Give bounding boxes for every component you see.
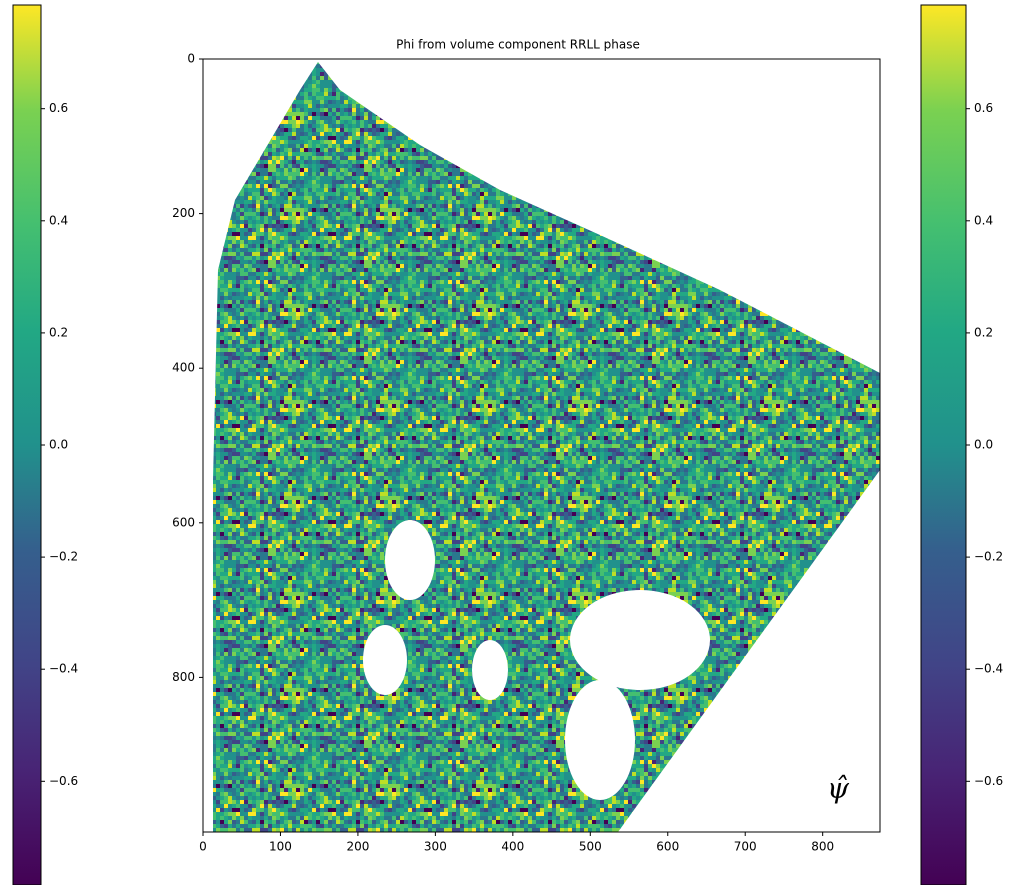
y-tick-label: 600: [172, 515, 195, 529]
y-tick-label: 200: [172, 206, 195, 220]
colorbar-tick-label: −0.2: [974, 550, 1003, 564]
colorbar-tick-label: 0.2: [49, 325, 68, 339]
x-tick-label: 700: [734, 840, 757, 854]
chart-title: Phi from volume component RRLL phase: [396, 38, 640, 52]
image-gap: [570, 590, 710, 690]
y-tick-label: 0: [187, 52, 195, 66]
x-tick-label: 200: [346, 840, 369, 854]
x-tick-label: 300: [424, 840, 447, 854]
image-texture: [213, 62, 880, 832]
colorbar-tick-label: −0.4: [974, 662, 1003, 676]
image-gap: [363, 625, 407, 695]
colorbar-tick-label: 0.4: [974, 213, 993, 227]
image: [213, 62, 880, 832]
colorbar-tick-label: 0.2: [974, 325, 993, 339]
colorbar-tick-label: −0.6: [974, 774, 1003, 788]
image-gap: [385, 520, 435, 600]
x-tick-label: 0: [199, 840, 207, 854]
annotation: ψ̂: [827, 772, 850, 805]
colorbar: [920, 4, 967, 885]
axes-frame: [202, 58, 881, 833]
x-tick-label: 500: [579, 840, 602, 854]
colorbar-tick-label: 0.0: [49, 438, 68, 452]
colorbar-tick-label: 0.6: [49, 101, 68, 115]
y-tick-label: 800: [172, 670, 195, 684]
x-tick-label: 100: [269, 840, 292, 854]
image-gap: [565, 680, 635, 800]
x-tick-label: 400: [501, 840, 524, 854]
image-gap: [472, 640, 508, 700]
x-tick-label: 600: [656, 840, 679, 854]
colorbar-tick-label: −0.2: [49, 550, 78, 564]
colorbar: [12, 4, 42, 885]
y-tick-label: 400: [172, 361, 195, 375]
colorbar-tick-label: −0.4: [49, 662, 78, 676]
colorbar-tick-label: −0.6: [49, 774, 78, 788]
colorbar-tick-label: 0.0: [974, 438, 993, 452]
colorbar-tick-label: 0.4: [49, 213, 68, 227]
colorbar-tick-label: 0.6: [974, 101, 993, 115]
x-tick-label: 800: [811, 840, 834, 854]
